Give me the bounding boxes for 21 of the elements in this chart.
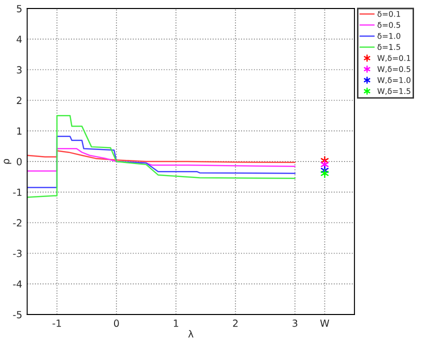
y-tick-label: -5 [13, 311, 22, 318]
y-tick-label: -2 [13, 219, 22, 226]
y-tick-label: -3 [13, 250, 22, 258]
y-tick-label: -4 [13, 280, 22, 288]
line-series [27, 150, 296, 164]
x-tick-label: 0 [114, 320, 119, 327]
y-tick-label: 5 [16, 5, 22, 12]
y-axis-title: ρ [4, 158, 12, 164]
x-tick-label: 3 [292, 320, 298, 327]
line-series [27, 114, 296, 198]
y-tick-label: 1 [17, 128, 22, 135]
x-tick-label: W [320, 320, 330, 327]
x-tick-label: 2 [233, 320, 238, 327]
x-tick-label: 1 [174, 320, 178, 327]
x-axis-title: λ [188, 330, 194, 338]
y-tick-label: 2 [16, 96, 22, 104]
y-tick-label: 4 [16, 36, 22, 43]
y-tick-label: 0 [16, 158, 22, 166]
y-tick-label: -1 [13, 188, 22, 196]
x-tick-label: -1 [52, 320, 61, 327]
y-tick-label: 3 [16, 66, 22, 74]
